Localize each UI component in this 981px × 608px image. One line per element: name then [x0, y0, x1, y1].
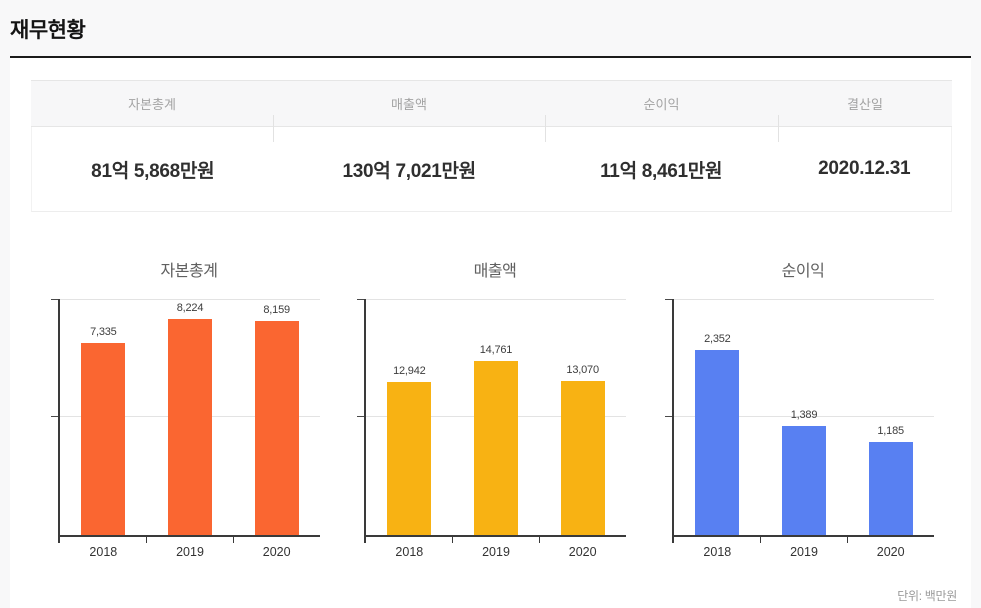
chart-net-profit: 순이익 2,352 1,389 1,185 2018 2019 2020: [665, 262, 934, 561]
bar-2018: [387, 382, 432, 535]
summary-header-cell: 자본총계: [128, 97, 176, 112]
content-card: 자본총계 매출액 순이익 결산일 81억 5,868만원 130억 7,021만원 11억…: [10, 56, 971, 608]
page-title: 재무현황: [10, 19, 86, 42]
summary-value-cell: 11억 8,461만원: [600, 160, 723, 182]
category-label: 2019: [790, 545, 818, 559]
category-label: 2018: [89, 545, 118, 559]
x-axis-tick: [847, 537, 848, 543]
summary-value-cell: 81억 5,868만원: [91, 160, 215, 182]
column-divider: [778, 115, 779, 142]
bar-2020: [868, 442, 913, 535]
category-label: 2018: [395, 545, 424, 559]
x-axis-tick: [539, 537, 540, 543]
x-axis-tick: [233, 537, 234, 543]
summary-values-row: 81억 5,868만원 130억 7,021만원 11억 8,461만원 2020.1…: [31, 127, 952, 212]
plot-area: 2,352 1,389 1,185: [665, 299, 934, 543]
y-axis-tick: [51, 416, 58, 417]
y-axis-tick: [357, 299, 364, 300]
y-axis-tick: [51, 299, 58, 300]
category-axis-labels: 2018 2019 2020: [364, 545, 626, 561]
y-axis-tick: [665, 416, 672, 417]
bar-2019: [168, 319, 212, 535]
bar-value-label: 1,389: [790, 409, 818, 421]
summary-header-cell: 결산일: [847, 97, 883, 112]
x-axis-tick: [452, 537, 453, 543]
bar-value-label: 8,159: [263, 304, 290, 316]
bar-2020: [560, 381, 605, 535]
category-axis-labels: 2018 2019 2020: [672, 545, 934, 561]
y-axis-tick: [357, 416, 364, 417]
bar-value-label: 14,761: [479, 344, 513, 356]
column-divider: [273, 115, 274, 142]
bar-value-label: 1,185: [877, 425, 904, 437]
bar-value-label: 8,224: [176, 302, 204, 314]
category-label: 2018: [703, 545, 732, 559]
y-axis-overhang: [58, 537, 60, 543]
plot-area: 12,942 14,761 13,070: [357, 299, 626, 543]
chart-total-equity: 자본총계 7,335 8,224 8,159 2018 2019 2020: [51, 262, 320, 561]
unit-note: 단위: 백만원: [897, 589, 957, 603]
x-axis-tick: [760, 537, 761, 543]
plot-area: 7,335 8,224 8,159: [51, 299, 320, 543]
category-label: 2019: [176, 545, 204, 559]
summary-value-cell: 130억 7,021만원: [342, 160, 476, 182]
bar-2019: [474, 361, 518, 535]
category-label: 2020: [568, 545, 597, 559]
x-axis-tick: [146, 537, 147, 543]
summary-table: 자본총계 매출액 순이익 결산일 81억 5,868만원 130억 7,021만원 11억…: [31, 80, 952, 212]
chart-title: 자본총계: [160, 263, 218, 280]
bar-2020: [254, 321, 299, 535]
summary-header-cell: 매출액: [391, 97, 427, 112]
chart-title: 매출액: [473, 263, 517, 280]
category-axis-labels: 2018 2019 2020: [58, 545, 320, 561]
bar-2019: [782, 426, 826, 535]
summary-value-cell: 2020.12.31: [818, 158, 911, 179]
column-divider: [545, 115, 546, 142]
chart-title: 순이익: [781, 263, 825, 280]
gridline: [60, 299, 320, 300]
bar-2018: [695, 350, 740, 535]
bar-value-label: 13,070: [566, 364, 599, 376]
gridline: [366, 299, 626, 300]
gridline: [674, 299, 934, 300]
y-axis-tick: [665, 299, 672, 300]
bar-value-label: 7,335: [90, 326, 117, 338]
y-axis-overhang: [364, 537, 366, 543]
bar-value-label: 12,942: [393, 365, 426, 377]
gridline: [674, 416, 934, 417]
chart-revenue: 매출액 12,942 14,761 13,070 2018 2019 2020: [357, 262, 626, 561]
summary-header-cell: 순이익: [643, 97, 680, 112]
y-axis-overhang: [672, 537, 674, 543]
bar-2018: [81, 343, 126, 535]
bar-value-label: 2,352: [704, 333, 731, 345]
category-label: 2020: [262, 545, 291, 559]
category-label: 2020: [876, 545, 905, 559]
category-label: 2019: [482, 545, 510, 559]
summary-header-row: 자본총계 매출액 순이익 결산일: [31, 80, 952, 142]
